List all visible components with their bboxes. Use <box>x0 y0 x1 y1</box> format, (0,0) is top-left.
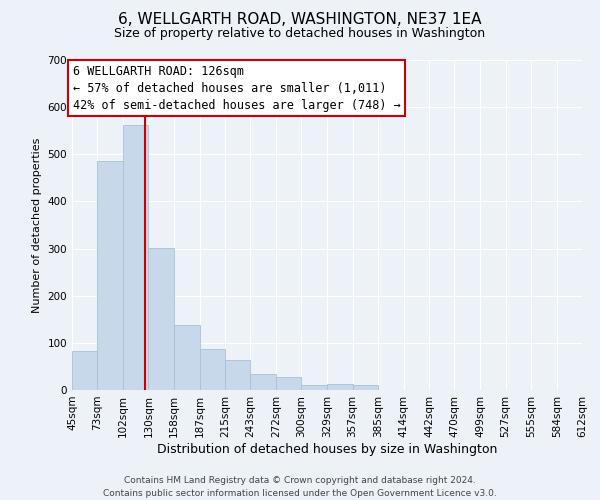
Bar <box>123 125 148 390</box>
Bar <box>301 386 328 390</box>
Bar <box>97 162 123 390</box>
Text: Size of property relative to detached houses in Washington: Size of property relative to detached ho… <box>115 28 485 40</box>
Bar <box>250 374 276 390</box>
Bar <box>328 384 353 390</box>
Text: 6, WELLGARTH ROAD, WASHINGTON, NE37 1EA: 6, WELLGARTH ROAD, WASHINGTON, NE37 1EA <box>118 12 482 28</box>
Bar <box>72 352 97 390</box>
Bar <box>200 350 225 390</box>
Bar <box>225 360 250 390</box>
Text: Contains HM Land Registry data © Crown copyright and database right 2024.
Contai: Contains HM Land Registry data © Crown c… <box>103 476 497 498</box>
Bar <box>148 248 173 390</box>
Text: 6 WELLGARTH ROAD: 126sqm
← 57% of detached houses are smaller (1,011)
42% of sem: 6 WELLGARTH ROAD: 126sqm ← 57% of detach… <box>73 64 401 112</box>
Bar <box>276 377 301 390</box>
X-axis label: Distribution of detached houses by size in Washington: Distribution of detached houses by size … <box>157 442 497 456</box>
Bar <box>173 325 200 390</box>
Bar <box>353 386 378 390</box>
Y-axis label: Number of detached properties: Number of detached properties <box>32 138 42 312</box>
